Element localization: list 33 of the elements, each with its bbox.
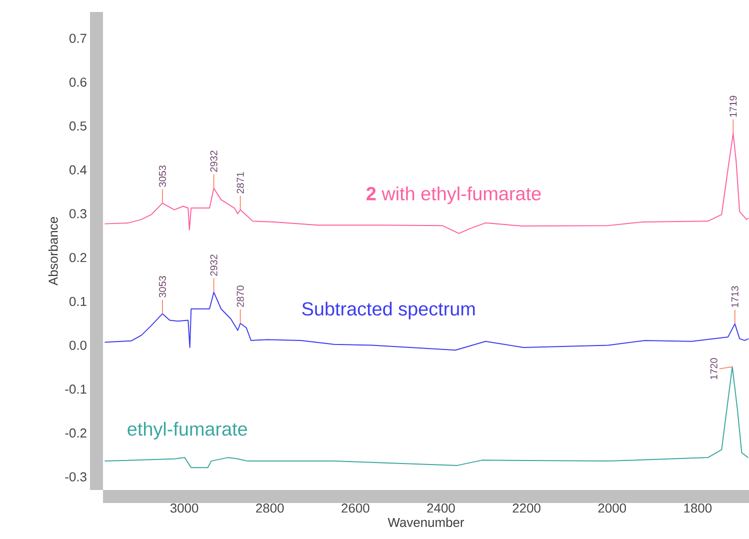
y-tick-label: -0.3 bbox=[65, 472, 86, 482]
y-tick-label: 0.1 bbox=[69, 296, 86, 306]
y-tick-label: 0.4 bbox=[69, 165, 87, 174]
y-tick-label: 0.0 bbox=[69, 340, 86, 350]
x-tick-label: 2800 bbox=[256, 504, 284, 513]
annotation: 2871 bbox=[236, 172, 244, 194]
annotation: 1719 bbox=[730, 96, 737, 117]
y-tick-label: 0.3 bbox=[69, 209, 86, 218]
annotation: 1720 bbox=[710, 358, 718, 380]
series-label: Subtracted spectrum bbox=[302, 302, 475, 320]
annotation: 1713 bbox=[731, 286, 738, 308]
y-tick-label: 0.7 bbox=[69, 34, 86, 43]
x-tick-label: 2600 bbox=[342, 504, 370, 513]
series-label: ethyl-fumarate bbox=[128, 422, 248, 440]
y-tick-label: -0.1 bbox=[65, 384, 86, 394]
x-tick-label: 2400 bbox=[427, 504, 455, 513]
series-label: 2 with ethyl-fumarate bbox=[366, 186, 541, 204]
y-axis-title: Absorbance bbox=[48, 217, 58, 286]
annotation: 3053 bbox=[158, 166, 166, 187]
x-tick-label: 2200 bbox=[512, 504, 540, 513]
x-tick-label: 1800 bbox=[684, 504, 712, 513]
line-series bbox=[104, 132, 749, 234]
y-tick-label: 0.6 bbox=[69, 78, 86, 87]
annotation: 3053 bbox=[158, 276, 166, 298]
annotation: 2932 bbox=[210, 150, 218, 172]
y-tick-label: 0.2 bbox=[69, 252, 86, 262]
annotation: 2932 bbox=[210, 254, 218, 276]
x-tick-label: 3000 bbox=[170, 504, 198, 513]
annotation: 2870 bbox=[236, 286, 244, 307]
x-tick-label: 2000 bbox=[598, 504, 626, 513]
y-tick-label: 0.5 bbox=[69, 121, 86, 131]
x-axis-title: Wavenumber bbox=[388, 518, 464, 528]
y-tick-label: -0.2 bbox=[65, 428, 86, 438]
